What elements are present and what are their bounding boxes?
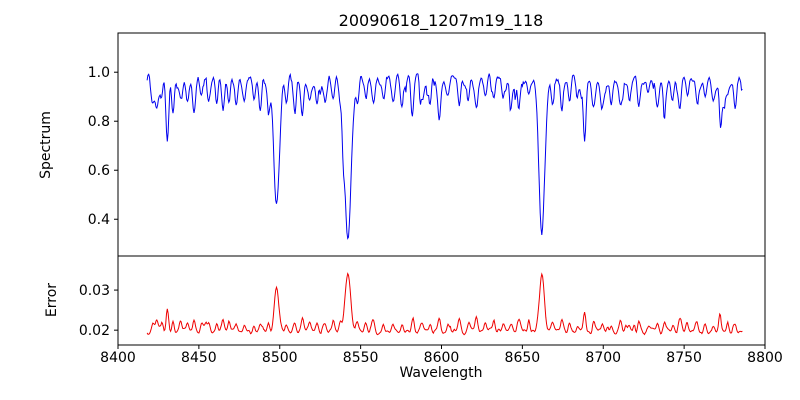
spectrum-y-tick-label: 1.0 [88, 65, 110, 81]
error-line [146, 272, 743, 336]
x-tick-label: 8500 [262, 350, 298, 366]
x-axis-label: Wavelength [399, 365, 483, 381]
spectrum-y-tick-label: 0.8 [88, 114, 110, 130]
x-tick-label: 8400 [100, 350, 136, 366]
error-panel-border [117, 255, 766, 346]
x-tick-label: 8600 [424, 350, 460, 366]
spectrum-y-tick-label: 0.4 [88, 212, 110, 228]
x-tick-label: 8650 [505, 350, 541, 366]
spectrum-y-tick-label: 0.6 [88, 163, 110, 179]
x-tick-label: 8450 [181, 350, 217, 366]
chart-title: 20090618_1207m19_118 [338, 11, 544, 30]
error-y-tick-label: 0.03 [79, 283, 110, 299]
x-tick-label: 8750 [666, 350, 702, 366]
spectrum-panel-border [117, 32, 766, 257]
x-tick-label: 8800 [747, 350, 783, 366]
error-y-tick-label: 0.02 [79, 323, 110, 339]
spectrum-line [146, 72, 743, 240]
x-tick-label: 8550 [343, 350, 379, 366]
x-tick-label: 8700 [585, 350, 621, 366]
